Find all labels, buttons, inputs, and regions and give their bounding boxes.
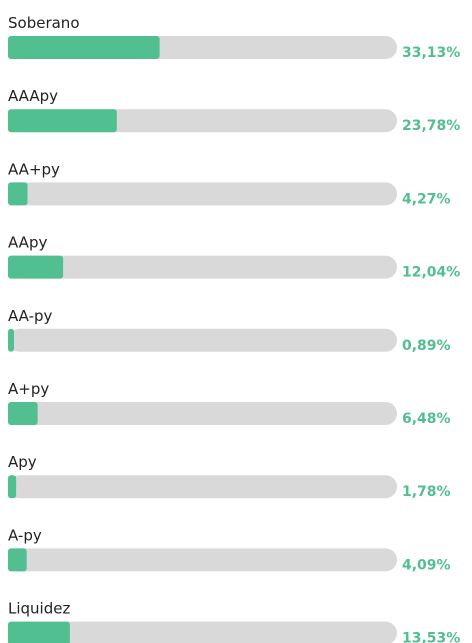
- bar: [8, 328, 14, 352]
- value-label: 1,78%: [402, 484, 451, 500]
- bar: [8, 182, 28, 206]
- bar: [8, 255, 64, 279]
- value-label: 12,04%: [402, 265, 460, 281]
- value-label: 6,48%: [402, 411, 451, 427]
- bar: [8, 109, 117, 133]
- bar-track: [8, 548, 397, 572]
- category-label: Liquidez: [8, 600, 70, 618]
- bar-track: [8, 255, 397, 279]
- category-label: A-py: [8, 526, 42, 544]
- category-label: A+py: [8, 380, 49, 398]
- bar-track: [8, 402, 397, 425]
- bar: [8, 475, 17, 499]
- bar-track: [8, 328, 397, 352]
- category-label: Soberano: [8, 14, 80, 32]
- bar: [8, 548, 27, 572]
- value-label: 4,27%: [402, 191, 451, 207]
- value-label: 23,78%: [402, 118, 460, 134]
- value-label: 13,53%: [402, 631, 460, 643]
- category-label: AAApy: [8, 87, 58, 105]
- bar-track: [8, 621, 397, 643]
- category-label: AApy: [8, 234, 47, 252]
- value-label: 4,09%: [402, 557, 451, 573]
- category-label: AA-py: [8, 307, 53, 325]
- value-label: 0,89%: [402, 338, 451, 354]
- category-label: AA+py: [8, 160, 60, 178]
- bar: [8, 36, 160, 59]
- bar: [8, 621, 70, 643]
- bar: [8, 402, 38, 425]
- value-label: 33,13%: [402, 45, 460, 61]
- bar-track: [8, 475, 397, 499]
- bar-track: [8, 182, 397, 206]
- category-label: Apy: [8, 453, 37, 471]
